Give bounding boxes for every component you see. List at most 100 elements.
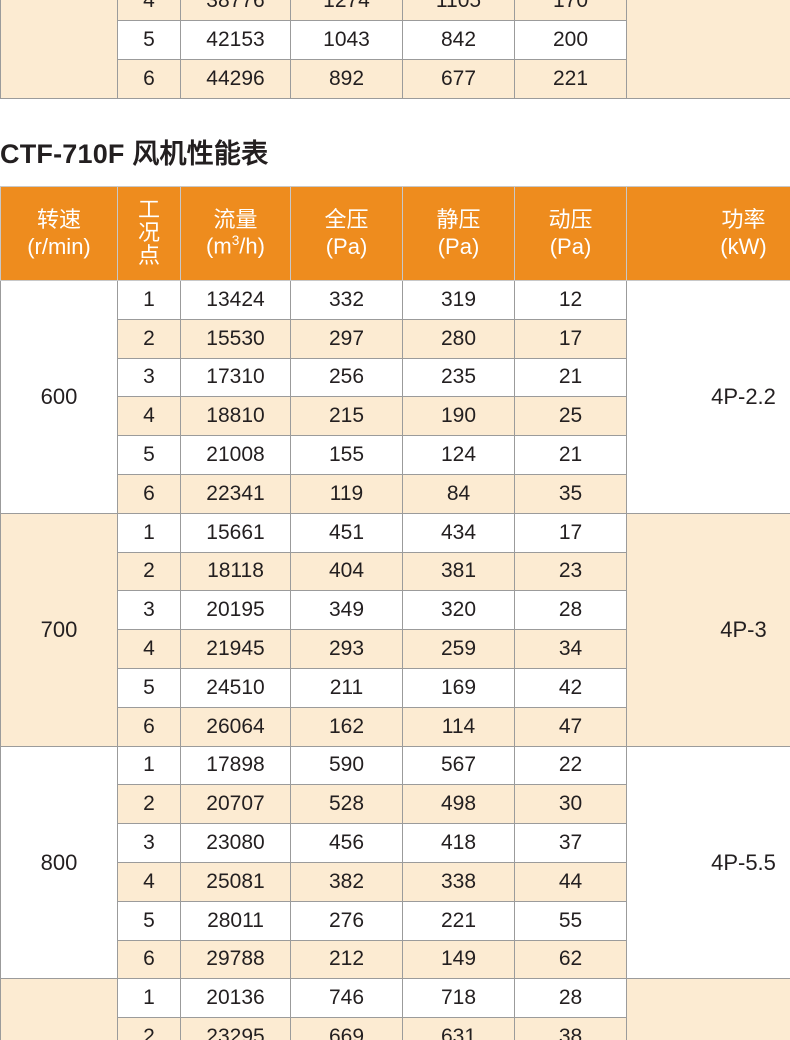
cell-flow: 24510 [180, 667, 291, 708]
cell-static-pressure: 259 [402, 629, 515, 669]
cell-rpm: 600 [0, 280, 118, 514]
table-row: 4 21945 293 259 34 [1, 629, 790, 669]
cell-flow: 29788 [180, 939, 291, 980]
fan-performance-table-ctf710f: 转速 (r/min) 工 况 点 流量 (m3/h) [0, 186, 790, 1040]
cell-flow: 26064 [180, 706, 291, 747]
cell-dynamic-pressure: 38 [514, 1017, 627, 1040]
cell-static-pressure: 149 [402, 939, 515, 980]
table-row: 5 42153 1043 842 200 [1, 20, 790, 60]
cell-dynamic-pressure: 42 [514, 667, 627, 708]
cell-static-pressure: 1105 [402, 0, 515, 22]
cell-operating-point: 6 [117, 939, 181, 980]
cell-total-pressure: 332 [290, 280, 403, 320]
cell-total-pressure: 162 [290, 706, 403, 747]
cell-flow: 23080 [180, 823, 291, 863]
cell-operating-point: 4 [117, 0, 181, 22]
cell-flow: 15530 [180, 318, 291, 359]
cell-operating-point: 6 [117, 58, 181, 99]
table-row: 1 20136 746 718 28 [0, 978, 790, 1040]
cell-static-pressure: 190 [402, 396, 515, 437]
cell-total-pressure: 215 [290, 396, 403, 437]
table-row: 2 20707 528 498 30 [1, 784, 790, 825]
operating-point-vertical-label: 工 况 点 [137, 197, 160, 268]
cell-power: 4P-30 [626, 0, 790, 99]
fan-performance-table-previous: 170014P-30234387761274110517054215310438… [0, 0, 790, 99]
cell-static-pressure: 280 [402, 318, 515, 359]
cell-flow: 42153 [180, 20, 291, 60]
cell-flow: 17898 [180, 745, 291, 786]
cell-static-pressure: 124 [402, 435, 515, 475]
column-header-operating-point: 工 况 点 [117, 186, 181, 281]
cell-total-pressure: 276 [290, 900, 403, 941]
cell-rpm: 800 [0, 745, 118, 980]
cell-flow: 20707 [180, 784, 291, 825]
cell-dynamic-pressure: 22 [514, 745, 627, 786]
cell-operating-point: 2 [117, 1017, 181, 1040]
cell-static-pressure: 677 [402, 58, 515, 99]
flow-unit: (m3/h) [206, 233, 265, 259]
table-row: 5 28011 276 221 55 [1, 900, 790, 941]
cell-static-pressure: 319 [402, 280, 515, 320]
table-row: 700 1 15661 451 434 17 4P-3 [0, 512, 790, 747]
cell-total-pressure: 451 [290, 512, 403, 553]
column-header-power: 功率 (kW) [626, 186, 790, 281]
cell-flow: 44296 [180, 58, 291, 99]
cell-static-pressure: 338 [402, 861, 515, 902]
table-row: 2 23295 669 631 38 [1, 1017, 790, 1040]
cell-flow: 21008 [180, 435, 291, 475]
table-row: 800 1 17898 590 567 22 4P-5.5 [0, 745, 790, 980]
cell-total-pressure: 119 [290, 473, 403, 514]
cell-total-pressure: 528 [290, 784, 403, 825]
table-header-row: 转速 (r/min) 工 况 点 流量 (m3/h) [0, 186, 790, 281]
cell-dynamic-pressure: 21 [514, 357, 627, 398]
cell-power: 4P-5.5 [626, 745, 790, 980]
cell-dynamic-pressure: 25 [514, 396, 627, 437]
cell-flow: 20136 [180, 978, 291, 1019]
cell-dynamic-pressure: 221 [514, 58, 627, 99]
cell-static-pressure: 842 [402, 20, 515, 60]
cell-flow: 17310 [180, 357, 291, 398]
table-row: 2 15530 297 280 17 [1, 318, 790, 359]
cell-flow: 15661 [180, 512, 291, 553]
cell-total-pressure: 297 [290, 318, 403, 359]
cell-dynamic-pressure: 21 [514, 435, 627, 475]
cell-operating-point: 6 [117, 706, 181, 747]
cell-operating-point: 1 [117, 280, 181, 320]
cell-flow: 13424 [180, 280, 291, 320]
cell-static-pressure: 169 [402, 667, 515, 708]
cell-flow: 25081 [180, 861, 291, 902]
cell-dynamic-pressure: 47 [514, 706, 627, 747]
table-row: 4 18810 215 190 25 [1, 396, 790, 437]
table-row: 4 25081 382 338 44 [1, 861, 790, 902]
cell-dynamic-pressure: 17 [514, 512, 627, 553]
cell-power: 4P-3 [626, 512, 790, 747]
cell-operating-point: 6 [117, 473, 181, 514]
cell-dynamic-pressure: 12 [514, 280, 627, 320]
cell-static-pressure: 84 [402, 473, 515, 514]
cell-static-pressure: 434 [402, 512, 515, 553]
cell-static-pressure: 418 [402, 823, 515, 863]
column-header-flow: 流量 (m3/h) [180, 186, 291, 281]
table-row: 3 17310 256 235 21 [1, 357, 790, 398]
cell-power: 4P-2.2 [626, 280, 790, 514]
cell-dynamic-pressure: 37 [514, 823, 627, 863]
cell-dynamic-pressure: 55 [514, 900, 627, 941]
cell-operating-point: 1 [117, 745, 181, 786]
table-row: 6 44296 892 677 221 [1, 58, 790, 99]
cell-dynamic-pressure: 34 [514, 629, 627, 669]
cell-operating-point: 5 [117, 900, 181, 941]
cell-operating-point: 3 [117, 357, 181, 398]
cell-operating-point: 3 [117, 590, 181, 631]
table-row: 6 29788 212 149 62 [1, 939, 790, 980]
cell-dynamic-pressure: 17 [514, 318, 627, 359]
cell-flow: 38776 [180, 0, 291, 22]
cell-operating-point: 3 [117, 823, 181, 863]
cell-rpm: 700 [0, 512, 118, 747]
cell-operating-point: 5 [117, 20, 181, 60]
cell-flow: 23295 [180, 1017, 291, 1040]
previous-table-clipped-region: 170014P-30234387761274110517054215310438… [0, 0, 790, 119]
cell-total-pressure: 404 [290, 551, 403, 592]
cell-total-pressure: 590 [290, 745, 403, 786]
column-header-rpm: 转速 (r/min) [0, 186, 118, 281]
